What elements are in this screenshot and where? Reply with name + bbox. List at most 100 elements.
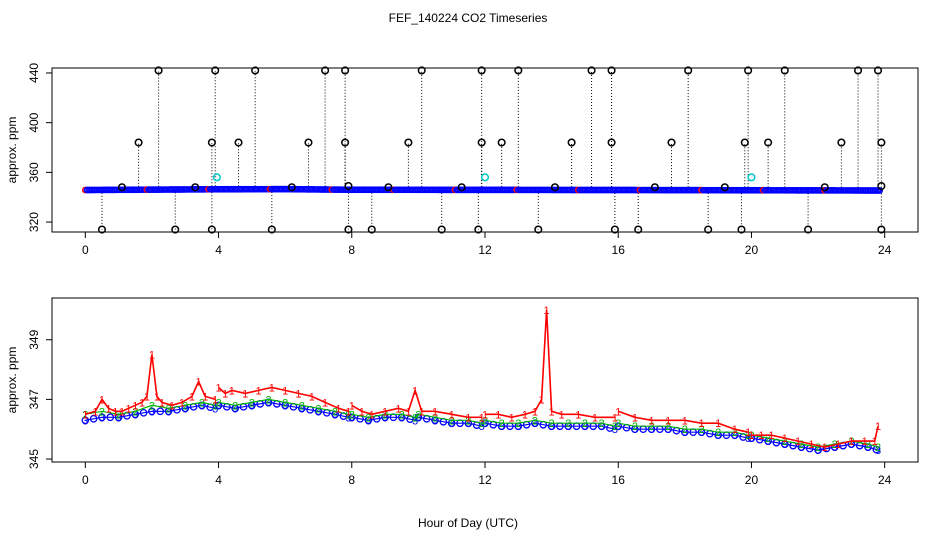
series-1-marker: 1 <box>822 442 828 454</box>
spike-point <box>321 66 330 75</box>
data-point <box>820 183 829 192</box>
series-3-marker: 3 <box>332 409 338 421</box>
series-1-marker: 1 <box>522 409 528 421</box>
series-2-marker: 2 <box>199 397 205 409</box>
series-1-marker: 1 <box>169 400 175 412</box>
spike-point <box>780 66 789 75</box>
data-point <box>650 183 659 192</box>
series-1-marker: 1 <box>395 403 401 415</box>
panel-bottom-y-axis: 345 347 349 <box>27 329 53 469</box>
panel-bottom-y-tick-label: 345 <box>27 449 41 469</box>
series-3-marker: 3 <box>848 439 854 451</box>
series-1-marker: 1 <box>99 394 105 406</box>
data-point <box>720 183 729 192</box>
series-3-marker: 3 <box>282 400 288 412</box>
panel-top-y-axis: 320 360 400 440 <box>27 63 53 232</box>
spike-point <box>207 138 216 147</box>
series-1-marker: 1 <box>132 400 138 412</box>
series-3-marker: 3 <box>82 415 88 427</box>
panel-bottom-x-tick-label: 4 <box>215 473 222 487</box>
series-1-marker: 1 <box>875 421 881 433</box>
panel-bottom-x-tick-label: 12 <box>478 473 492 487</box>
series-2-marker: 2 <box>332 406 338 418</box>
spike-point <box>304 138 313 147</box>
series-2-marker: 2 <box>865 439 871 451</box>
data-point <box>877 181 886 191</box>
series-2-marker: 2 <box>875 442 881 454</box>
spike-point <box>404 138 413 147</box>
series-2-marker: 2 <box>732 427 738 439</box>
series-2-marker: 2 <box>212 400 218 412</box>
series-1-marker: 1 <box>848 436 854 448</box>
series-1-marker: 1 <box>82 409 88 421</box>
series-1-marker: 1 <box>229 385 235 397</box>
spike-point <box>234 138 243 147</box>
series-3-marker: 3 <box>615 421 621 433</box>
data-point <box>384 183 393 192</box>
series-2-marker: 2 <box>399 409 405 421</box>
series-1-marker: 1 <box>835 439 841 451</box>
series-1-line <box>617 410 749 433</box>
series-2-marker: 2 <box>632 421 638 433</box>
data-point <box>117 183 126 192</box>
series-1-line <box>751 426 879 448</box>
series-3-marker: 3 <box>865 442 871 454</box>
series-3-marker: 3 <box>532 418 538 430</box>
series-2-marker: 2 <box>748 430 754 442</box>
series-1-marker: 1 <box>648 415 654 427</box>
series-1-marker: 1 <box>612 412 618 424</box>
series-2-marker: 2 <box>479 418 485 430</box>
panel-bottom-y-label: approx. ppm <box>5 347 19 414</box>
spike-point <box>341 138 350 147</box>
series-2-marker: 2 <box>565 418 571 430</box>
series-3-marker: 3 <box>515 421 521 433</box>
panel-top-x-tick-label: 16 <box>612 243 626 257</box>
dip-point <box>634 225 643 234</box>
series-1-marker: 1 <box>369 409 375 421</box>
series-1-marker: 1 <box>544 305 550 317</box>
series-2-marker: 2 <box>116 409 122 421</box>
series-3-marker: 3 <box>349 412 355 424</box>
series-2-marker: 2 <box>765 433 771 445</box>
series-1-marker: 1 <box>532 406 538 418</box>
series-1-marker: 1 <box>349 400 355 412</box>
series-3-marker: 3 <box>732 430 738 442</box>
series-3-marker <box>106 413 115 422</box>
series-1-marker: 1 <box>479 412 485 424</box>
series-1-marker: 1 <box>92 406 98 418</box>
series-2-marker: 2 <box>365 412 371 424</box>
panel-top-y-tick-label: 320 <box>27 212 41 232</box>
panel-top-y-tick-label: 400 <box>27 112 41 132</box>
spike-point <box>251 66 260 75</box>
series-2-marker: 2 <box>782 436 788 448</box>
series-2-line <box>351 413 482 424</box>
panel-top-x-axis: 0 4 8 12 16 20 24 <box>82 231 892 257</box>
series-2-marker: 2 <box>499 418 505 430</box>
spike-point <box>853 66 863 75</box>
series-3-marker: 3 <box>765 436 771 448</box>
spike-point <box>740 138 749 147</box>
data-point <box>191 183 200 192</box>
series-3-marker <box>614 422 623 431</box>
series-3-marker: 3 <box>479 421 485 433</box>
series-2-marker: 2 <box>99 406 105 418</box>
series-3-marker: 3 <box>482 418 488 430</box>
series-1-marker: 1 <box>872 436 878 448</box>
panel-top-y-label: approx. ppm <box>5 117 19 184</box>
series-1-marker: 1 <box>482 409 488 421</box>
series-3-marker <box>747 434 756 442</box>
series-1-marker: 1 <box>632 412 638 424</box>
series-3-marker: 3 <box>449 418 455 430</box>
data-point <box>480 173 490 182</box>
series-1-marker: 1 <box>465 412 471 424</box>
series-3-marker: 3 <box>682 427 688 439</box>
series-3-marker <box>139 408 148 417</box>
series-2-marker: 2 <box>345 409 351 421</box>
series-3-marker: 3 <box>345 412 351 424</box>
series-1-marker: 1 <box>269 382 275 394</box>
series-3-marker: 3 <box>116 412 122 424</box>
series-3-marker <box>481 419 489 428</box>
spike-point <box>134 138 143 147</box>
series-2-marker: 2 <box>532 415 538 427</box>
spike-point <box>587 66 596 75</box>
